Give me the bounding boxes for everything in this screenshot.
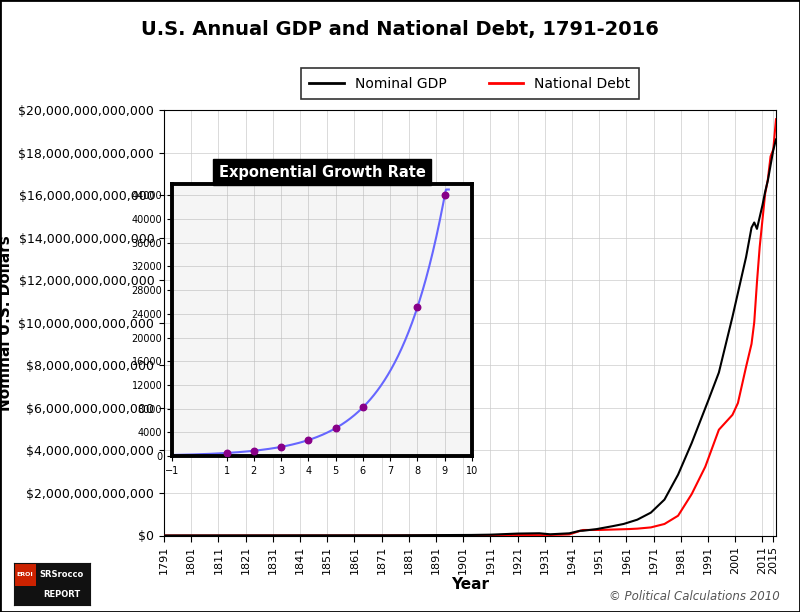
Point: [220, 448, 233, 458]
Point: [411, 302, 424, 312]
X-axis label: Year: Year: [451, 577, 489, 592]
Text: U.S. Annual GDP and National Debt, 1791-2016: U.S. Annual GDP and National Debt, 1791-…: [141, 20, 659, 39]
Point: [330, 424, 342, 433]
Point: [438, 190, 451, 200]
Text: REPORT: REPORT: [43, 590, 80, 599]
Text: © Political Calculations 2010: © Political Calculations 2010: [610, 591, 780, 603]
Point: [247, 446, 260, 456]
Text: EROI: EROI: [17, 572, 34, 577]
Point: [274, 442, 287, 452]
Title: Exponential Growth Rate: Exponential Growth Rate: [218, 165, 426, 180]
Point: [357, 403, 370, 412]
Y-axis label: Nominal U.S. Dollars: Nominal U.S. Dollars: [0, 235, 13, 411]
Point: [302, 435, 314, 445]
Text: SRSrocco: SRSrocco: [39, 570, 84, 579]
Bar: [14, 563, 36, 586]
Legend: Nominal GDP, National Debt: Nominal GDP, National Debt: [301, 68, 639, 99]
